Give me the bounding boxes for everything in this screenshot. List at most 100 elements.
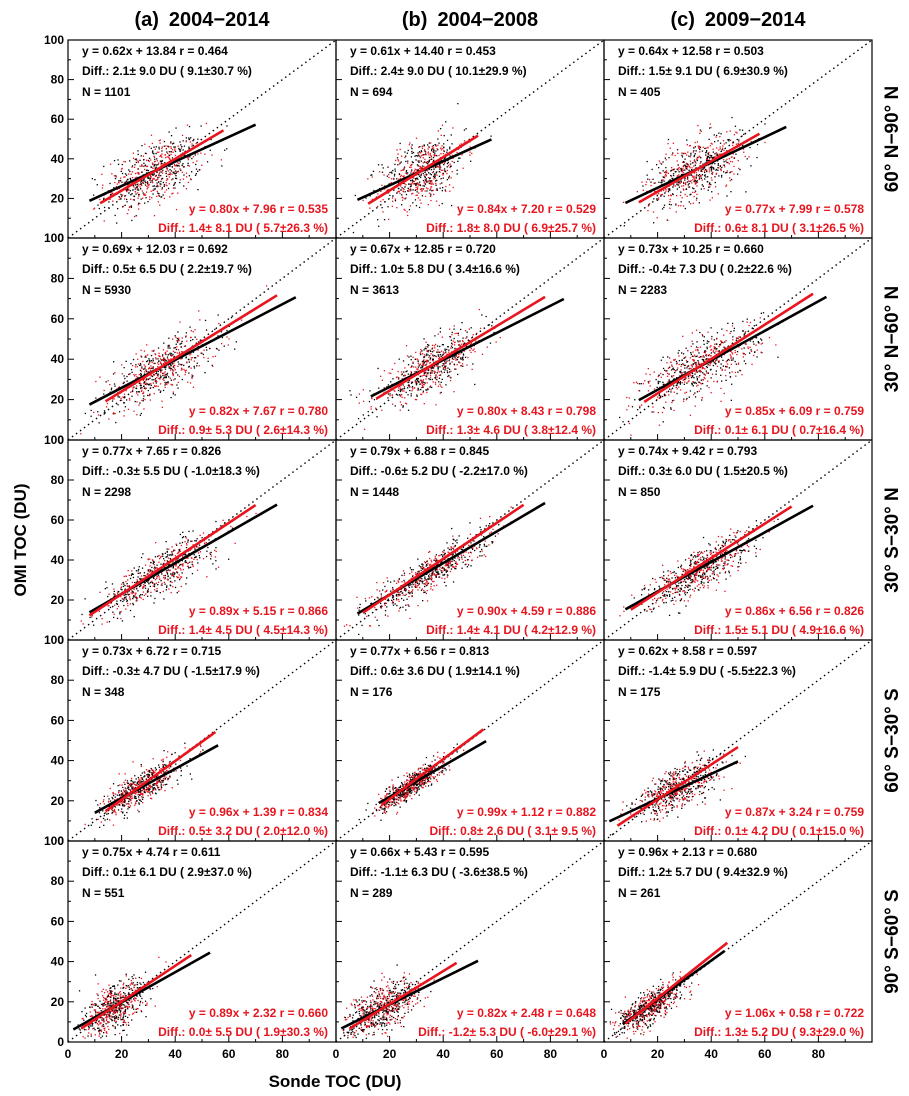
data-point-red xyxy=(413,183,415,185)
data-point-red xyxy=(409,190,411,192)
data-point-black xyxy=(182,531,184,533)
data-point-black xyxy=(467,564,470,566)
data-point-red xyxy=(127,408,130,410)
data-point-black xyxy=(684,164,686,166)
data-point-black xyxy=(661,181,663,183)
data-point-red xyxy=(138,208,140,210)
data-point-black xyxy=(671,400,674,402)
data-point-black xyxy=(423,185,426,187)
data-point-black xyxy=(140,412,142,415)
data-point-black xyxy=(417,360,419,362)
data-point-red xyxy=(191,377,193,379)
data-point-black xyxy=(664,369,666,371)
data-point-red xyxy=(179,548,181,550)
data-point-black xyxy=(153,165,155,167)
data-point-red xyxy=(173,347,176,349)
data-point-black xyxy=(433,159,435,161)
data-point-red xyxy=(147,573,149,575)
regression-line-red xyxy=(638,132,761,204)
data-point-red xyxy=(724,369,726,371)
data-point-black xyxy=(163,598,165,600)
data-point-red xyxy=(422,567,425,569)
data-point-red xyxy=(145,191,148,193)
data-point-red xyxy=(680,181,682,183)
data-point-black xyxy=(688,155,690,157)
data-point-red xyxy=(660,194,662,196)
data-point-black xyxy=(706,347,708,350)
data-point-red xyxy=(725,184,728,186)
data-point-black xyxy=(705,354,707,356)
data-point-black xyxy=(170,573,172,575)
data-point-red xyxy=(393,390,396,392)
data-point-black xyxy=(164,574,166,577)
data-point-black xyxy=(705,358,708,360)
data-point-black xyxy=(158,193,160,195)
data-point-red xyxy=(151,559,154,561)
data-point-red xyxy=(439,392,441,394)
data-point-black xyxy=(150,147,152,149)
data-point-red xyxy=(137,363,140,365)
data-point-red xyxy=(732,339,734,341)
data-point-red xyxy=(417,183,420,185)
data-point-black xyxy=(158,389,160,391)
data-point-red xyxy=(685,391,688,393)
data-point-black xyxy=(427,582,429,585)
data-point-black xyxy=(732,357,734,359)
data-point-black xyxy=(672,193,674,196)
data-point-red xyxy=(167,174,169,176)
data-point-black xyxy=(174,170,177,172)
data-point-red xyxy=(693,195,695,198)
data-point-black xyxy=(690,353,692,355)
data-point-black xyxy=(417,152,419,154)
data-point-black xyxy=(764,123,766,125)
data-point-red xyxy=(441,372,443,374)
data-point-black xyxy=(701,184,703,186)
data-point-black xyxy=(81,613,83,616)
data-point-black xyxy=(421,195,424,197)
data-point-black xyxy=(161,150,163,152)
data-point-black xyxy=(156,182,158,184)
data-point-black xyxy=(135,596,137,598)
data-point-red xyxy=(686,365,688,367)
data-point-red xyxy=(708,184,710,186)
data-point-red xyxy=(421,353,424,355)
data-point-black xyxy=(154,362,156,365)
data-point-red xyxy=(410,166,412,169)
data-point-black xyxy=(173,142,175,144)
data-point-red xyxy=(168,353,170,355)
scatter-points xyxy=(91,122,228,224)
data-point-black xyxy=(699,148,701,151)
data-point-black xyxy=(434,377,436,379)
data-point-black xyxy=(188,137,190,139)
data-point-red xyxy=(683,357,685,359)
data-point-red xyxy=(118,386,121,388)
data-point-red xyxy=(428,356,430,358)
data-point-red xyxy=(628,422,631,425)
data-point-black xyxy=(153,379,155,381)
data-point-red xyxy=(682,168,684,170)
red-fit-equation: y = 0.82x + 7.67 r = 0.780 xyxy=(189,404,328,418)
data-point-black xyxy=(160,376,162,378)
data-point-black xyxy=(128,586,131,588)
data-point-black xyxy=(438,142,440,144)
data-point-red xyxy=(175,564,177,566)
data-point-red xyxy=(176,346,178,348)
data-point-red xyxy=(706,159,709,161)
data-point-red xyxy=(158,151,160,153)
data-point-red xyxy=(697,125,699,127)
data-point-black xyxy=(397,164,399,166)
data-point-black xyxy=(390,590,392,592)
data-point-black xyxy=(217,314,219,316)
data-point-red xyxy=(175,336,177,338)
data-point-red xyxy=(392,200,394,202)
data-point-red xyxy=(422,363,424,365)
data-point-black xyxy=(415,184,418,186)
data-point-black xyxy=(669,366,671,368)
data-point-red xyxy=(416,189,418,191)
data-point-red xyxy=(164,560,166,562)
data-point-black xyxy=(728,367,730,369)
data-point-black xyxy=(151,379,153,381)
data-point-black xyxy=(126,583,128,585)
data-point-red xyxy=(131,166,133,168)
data-point-black xyxy=(682,165,685,167)
